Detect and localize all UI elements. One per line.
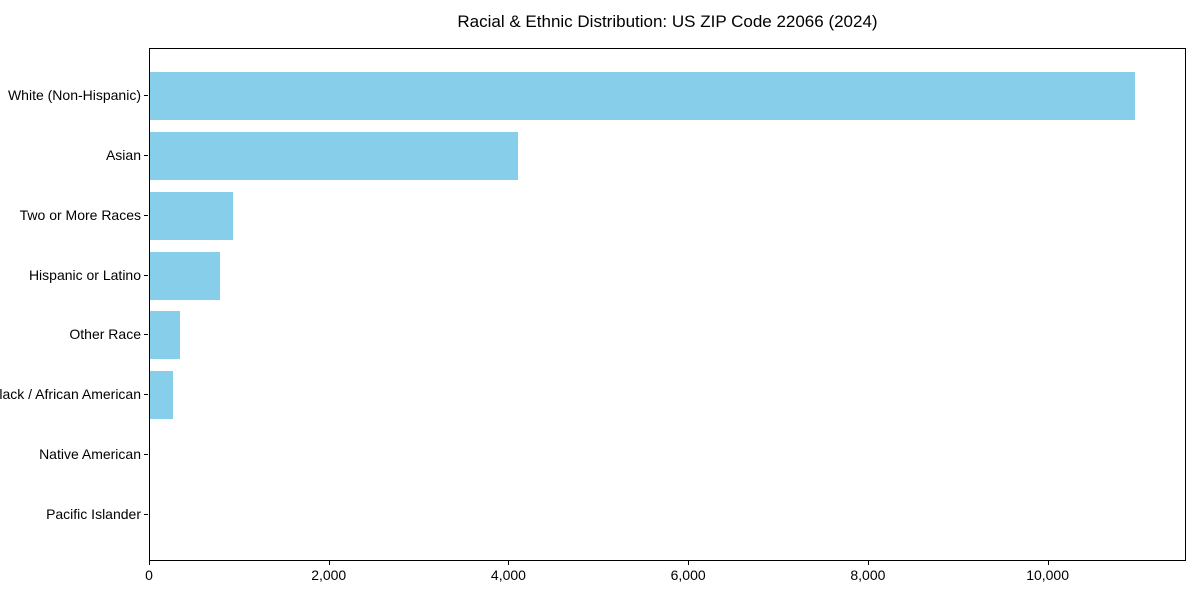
y-tick-label: White (Non-Hispanic) <box>7 87 141 104</box>
bar-asian <box>150 132 518 180</box>
bar-black-african-american <box>150 371 174 420</box>
plot-area <box>149 48 1186 561</box>
y-tick-mark <box>144 513 148 515</box>
x-tick-label: 10,000 <box>1026 567 1070 583</box>
x-tick-mark <box>149 561 150 565</box>
x-tick-mark <box>508 561 510 565</box>
x-tick-mark <box>328 561 330 565</box>
y-tick-label: Black / African American <box>0 386 141 403</box>
y-tick-label: Other Race <box>69 326 141 343</box>
y-tick-mark <box>144 274 148 276</box>
chart-title: Racial & Ethnic Distribution: US ZIP Cod… <box>457 12 878 31</box>
x-tick-mark <box>867 561 869 565</box>
bar-two-or-more-races <box>150 191 234 240</box>
y-tick-mark <box>144 155 148 157</box>
x-tick-mark <box>1047 561 1049 565</box>
x-tick-label: 2,000 <box>311 567 347 583</box>
y-tick-mark <box>144 394 148 396</box>
bar-white-non-hispanic <box>150 72 1135 121</box>
y-tick-mark <box>144 453 148 455</box>
y-tick-label: Hispanic or Latino <box>28 266 141 283</box>
y-tick-mark <box>144 95 148 97</box>
x-tick-label: 8,000 <box>850 567 886 583</box>
y-tick-label: Two or More Races <box>19 206 141 223</box>
x-tick-mark <box>688 561 690 565</box>
y-tick-label: Pacific Islander <box>46 505 141 522</box>
x-tick-label: 6,000 <box>670 567 706 583</box>
y-tick-mark <box>144 334 148 336</box>
x-tick-label: 0 <box>145 567 153 583</box>
y-tick-mark <box>144 214 148 216</box>
y-tick-label: Native American <box>39 445 141 462</box>
y-tick-label: Asian <box>105 147 141 164</box>
bar-other-race <box>150 311 180 360</box>
x-tick-label: 4,000 <box>490 567 526 583</box>
bar-hispanic-or-latino <box>150 251 220 300</box>
